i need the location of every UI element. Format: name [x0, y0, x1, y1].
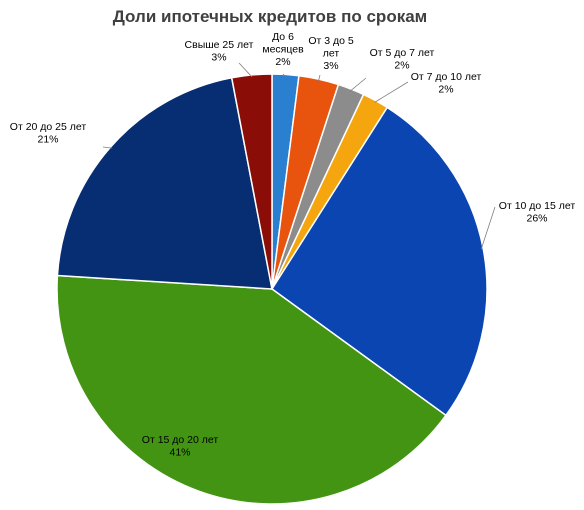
slice-labels: До 6 месяцев 2%От 3 до 5 лет 3%От 5 до 7 лет… [10, 31, 576, 459]
pie-slice [56, 76, 273, 290]
slice-value-label: 21% [37, 134, 58, 146]
slice-category-label: От 20 до 25 лет [10, 121, 87, 133]
leader-line [374, 81, 409, 103]
slice-label: До 6 месяцев 2% [262, 31, 304, 68]
slice-value-label: 2% [394, 60, 409, 72]
slice-value-label: 2% [438, 84, 453, 96]
slice-category-label: От 10 до 15 лет [499, 200, 576, 212]
slice-value-label: 41% [169, 447, 190, 459]
slice-category-label: От 15 до 20 лет [142, 434, 219, 446]
slice-category-label: От 5 до 7 лет [370, 47, 435, 59]
slice-value-label: 2% [275, 56, 290, 68]
slice-label: От 3 до 5 лет 3% [308, 35, 354, 72]
pie-slice [270, 106, 488, 417]
slice-value-label: 26% [526, 213, 547, 225]
leader-line [318, 74, 321, 82]
slice-category-label: лет [323, 48, 340, 60]
slice-category-label: От 3 до 5 [308, 35, 354, 47]
leader-line [350, 77, 367, 92]
slice-label: Свыше 25 лет 3% [185, 39, 254, 64]
leader-line [102, 146, 113, 149]
slice-value-label: 3% [211, 52, 226, 64]
slice-label: От 20 до 25 лет 21% [10, 121, 87, 146]
slice-category-label: месяцев [262, 44, 304, 56]
chart-title: Доли ипотечных кредитов по срокам [113, 7, 428, 26]
slice-value-label: 3% [323, 60, 338, 72]
leader-line [238, 62, 253, 78]
slice-label: От 10 до 15 лет 26% [499, 200, 576, 225]
slice-category-label: До 6 [272, 31, 294, 43]
leader-line [282, 73, 286, 77]
pie-slice [230, 73, 273, 290]
slice-label: От 5 до 7 лет 2% [370, 47, 435, 72]
slice-label: От 7 до 10 лет 2% [411, 71, 482, 96]
leader-lines [102, 62, 496, 250]
pie-slices [56, 73, 488, 505]
slice-category-label: Свыше 25 лет [185, 39, 254, 51]
slice-category-label: От 7 до 10 лет [411, 71, 482, 83]
slice-label: От 15 до 20 лет 41% [142, 434, 219, 459]
pie-slice [56, 274, 447, 505]
leader-line [480, 206, 496, 250]
